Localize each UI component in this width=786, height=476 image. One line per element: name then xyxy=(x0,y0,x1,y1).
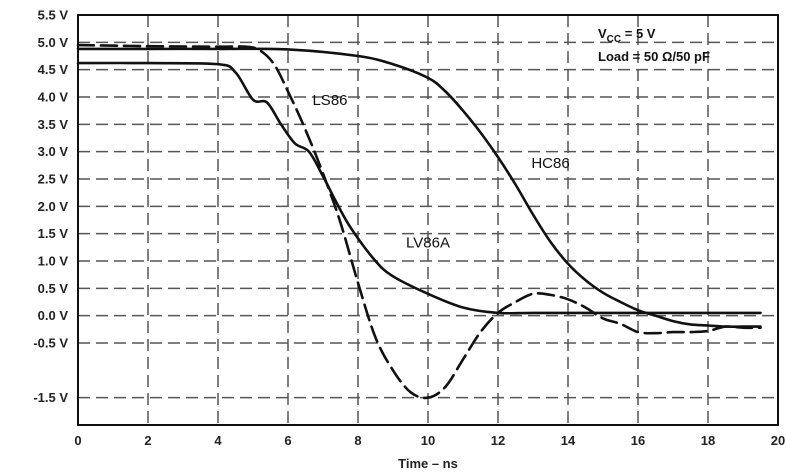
y-tick-label: 5.0 V xyxy=(38,35,69,50)
series-label-lv86a: LV86A xyxy=(406,234,450,251)
x-tick-label: 16 xyxy=(631,433,645,448)
y-tick-label: 2.0 V xyxy=(38,199,69,214)
series-line-hc86 xyxy=(76,47,762,328)
x-tick-label: 12 xyxy=(491,433,505,448)
x-tick-label: 2 xyxy=(144,433,151,448)
y-tick-label: 0.0 V xyxy=(38,308,69,323)
series-line-ls86 xyxy=(76,43,762,400)
y-tick-label: 1.5 V xyxy=(38,226,69,241)
series-label-ls86: LS86 xyxy=(312,92,347,109)
x-tick-label: 14 xyxy=(561,433,576,448)
y-tick-label: -0.5 V xyxy=(33,336,68,351)
x-tick-label: 10 xyxy=(421,433,435,448)
y-tick-label: 1.0 V xyxy=(38,254,69,269)
y-tick-label: -1.5 V xyxy=(33,390,68,405)
y-tick-label: 4.5 V xyxy=(38,62,69,77)
y-axis: 5.5 V 5.0 V 4.5 V 4.0 V 3.5 V 3.0 V 2.5 V 2.0 V… xyxy=(33,8,68,406)
y-tick-label: 4.0 V xyxy=(38,90,69,105)
x-axis: 0 2 4 6 8 10 12 14 16 18 20 xyxy=(74,433,785,448)
vcc-subscript: CC xyxy=(607,34,621,45)
series-labels: LS86 HC86 LV86A xyxy=(312,92,569,251)
vcc-annotation: VCC = 5 V xyxy=(598,26,656,45)
y-tick-label: 2.5 V xyxy=(38,172,69,187)
vcc-value: = 5 V xyxy=(621,26,656,41)
x-tick-label: 6 xyxy=(284,433,291,448)
y-tick-label: 3.5 V xyxy=(38,117,69,132)
x-tick-label: 8 xyxy=(354,433,361,448)
x-tick-label: 18 xyxy=(701,433,715,448)
series-lines xyxy=(76,43,762,400)
x-axis-title: Time – ns xyxy=(398,456,458,471)
x-tick-label: 20 xyxy=(771,433,785,448)
series-line-lv86a xyxy=(76,61,762,315)
y-tick-label: 3.0 V xyxy=(38,144,69,159)
x-tick-label: 0 xyxy=(74,433,81,448)
vcc-symbol: V xyxy=(598,26,607,41)
y-tick-label: 5.5 V xyxy=(38,8,69,23)
series-label-hc86: HC86 xyxy=(531,155,569,172)
x-tick-label: 4 xyxy=(214,433,222,448)
load-annotation: Load = 50 Ω/50 pF xyxy=(598,49,710,64)
y-tick-label: 0.5 V xyxy=(38,281,69,296)
plot-frame xyxy=(77,14,779,426)
